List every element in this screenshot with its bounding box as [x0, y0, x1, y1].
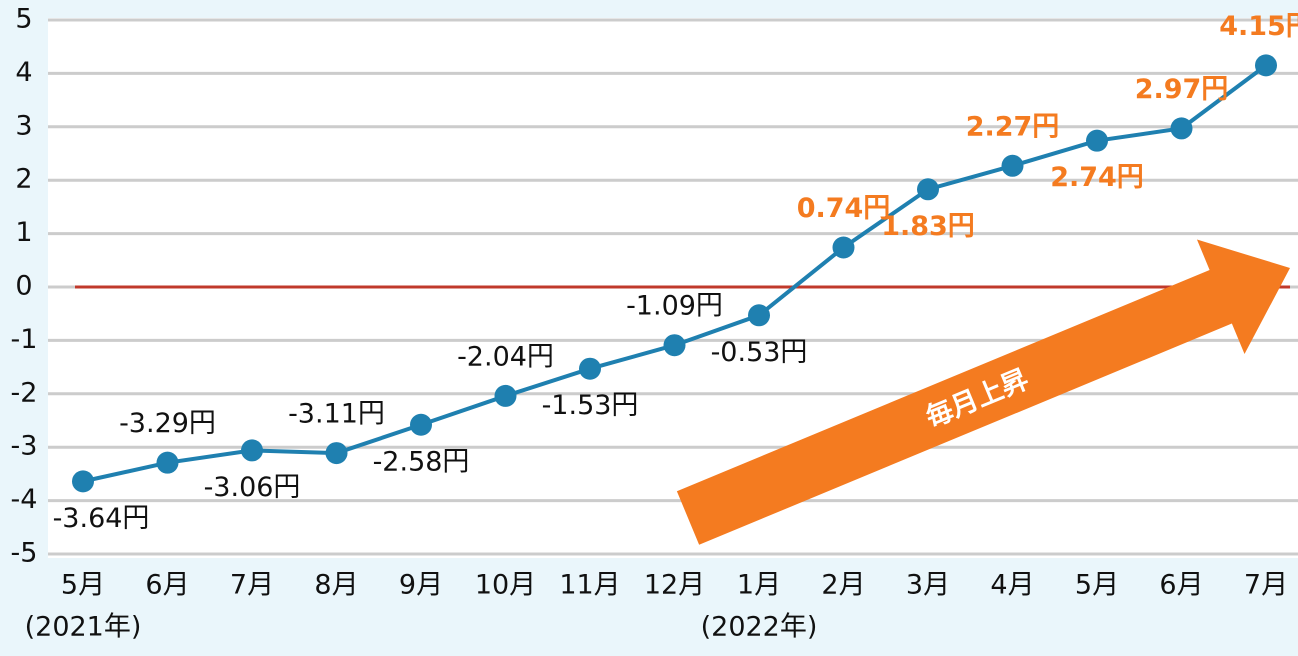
data-label: -3.11円	[288, 399, 385, 430]
x-sublabel: (2021年)	[25, 612, 142, 643]
x-tick-label: 8月	[314, 570, 358, 601]
data-label: -3.06円	[204, 472, 301, 503]
data-point	[72, 470, 94, 493]
x-tick-label: 10月	[475, 570, 536, 601]
y-tick-label: 2	[15, 164, 32, 195]
data-label: -0.53円	[711, 337, 808, 368]
data-label: -1.53円	[542, 390, 639, 421]
data-label: 4.15円	[1219, 11, 1298, 42]
y-tick-label: 0	[15, 271, 32, 302]
data-label: 2.27円	[966, 111, 1060, 142]
data-point	[663, 334, 686, 357]
y-tick-label: -4	[11, 484, 38, 515]
x-tick-label: 2月	[821, 570, 865, 601]
x-tick-label: 4月	[990, 570, 1034, 601]
data-label: 2.74円	[1050, 162, 1144, 193]
y-tick-label: -1	[11, 324, 38, 355]
x-tick-label: 7月	[230, 570, 274, 601]
data-point	[832, 236, 855, 259]
data-label: 1.83円	[881, 211, 975, 242]
data-point	[579, 357, 601, 380]
y-tick-label: 3	[15, 110, 32, 141]
y-tick-label: -2	[11, 377, 38, 408]
data-label: 0.74円	[797, 193, 891, 224]
x-tick-label: 12月	[644, 570, 705, 601]
data-point	[494, 384, 517, 407]
x-tick-label: 1月	[737, 570, 781, 601]
data-point	[917, 178, 939, 201]
x-sublabel: (2022年)	[701, 612, 818, 643]
data-label: -1.09円	[626, 291, 723, 322]
x-tick-label: 9月	[399, 570, 443, 601]
x-tick-label: 7月	[1244, 570, 1288, 601]
data-label: -2.58円	[373, 446, 470, 477]
x-tick-label: 6月	[145, 570, 189, 601]
y-tick-label: 1	[15, 217, 32, 248]
data-point	[1086, 129, 1108, 152]
y-tick-label: 5	[15, 4, 32, 35]
y-tick-label: 4	[15, 57, 32, 88]
data-point	[748, 304, 770, 327]
data-label: -3.29円	[119, 408, 216, 439]
data-point	[1170, 117, 1193, 140]
y-tick-label: -3	[11, 431, 38, 462]
x-tick-label: 6月	[1159, 570, 1203, 601]
data-point	[1001, 154, 1024, 177]
x-tick-label: 5月	[1075, 570, 1119, 601]
data-label: 2.97円	[1135, 74, 1229, 105]
data-label: -3.64円	[53, 503, 150, 534]
data-label: -2.04円	[457, 341, 554, 372]
arrow	[676, 239, 1291, 545]
x-tick-label: 11月	[559, 570, 620, 601]
y-tick-label: -5	[11, 538, 38, 569]
data-point	[241, 439, 263, 462]
x-tick-label: 3月	[906, 570, 950, 601]
data-point	[410, 413, 432, 436]
data-point	[325, 442, 348, 465]
data-point	[156, 451, 179, 474]
data-point	[1255, 54, 1277, 77]
x-tick-label: 5月	[61, 570, 105, 601]
